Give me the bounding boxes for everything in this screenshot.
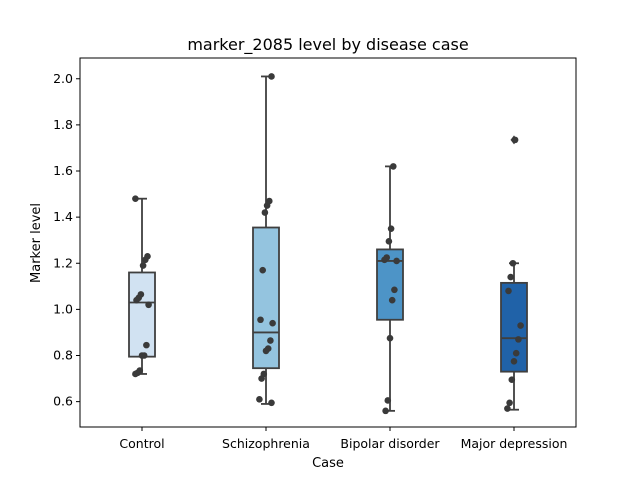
data-point bbox=[381, 256, 388, 264]
data-point bbox=[262, 347, 270, 355]
y-tick-label: 0.6 bbox=[53, 394, 73, 409]
data-point bbox=[386, 334, 394, 342]
data-point bbox=[263, 202, 271, 209]
y-tick-label: 1.4 bbox=[53, 209, 73, 224]
data-point bbox=[139, 262, 147, 269]
data-point bbox=[267, 337, 274, 344]
data-point bbox=[132, 195, 139, 202]
data-point bbox=[268, 73, 275, 80]
plot-area: 0.6 0.8 1.0 1.2 1.4 1.6 1.8 2.0 Control Schizophr… bbox=[53, 57, 577, 451]
x-tick-label: Major depression bbox=[461, 436, 568, 451]
data-point bbox=[268, 399, 275, 407]
data-point bbox=[257, 316, 264, 324]
y-tick-label: 0.8 bbox=[53, 348, 73, 363]
y-tick-label: 1.2 bbox=[53, 255, 73, 270]
data-point bbox=[507, 273, 514, 281]
data-point bbox=[258, 375, 265, 382]
plot-frame bbox=[79, 57, 577, 428]
data-point bbox=[390, 163, 397, 170]
data-point bbox=[385, 238, 393, 245]
data-point bbox=[387, 225, 395, 232]
data-point bbox=[510, 357, 518, 365]
y-tick-label: 1.0 bbox=[53, 301, 73, 316]
data-point bbox=[269, 319, 276, 327]
data-point bbox=[504, 405, 511, 412]
data-point bbox=[388, 296, 396, 304]
data-point bbox=[391, 286, 398, 294]
data-point bbox=[508, 376, 516, 384]
data-point bbox=[132, 370, 139, 378]
data-point bbox=[509, 259, 517, 267]
data-point bbox=[393, 257, 400, 265]
box-schizophrenia bbox=[252, 226, 280, 370]
x-tick-label: Schizophrenia bbox=[222, 436, 310, 451]
data-point bbox=[259, 266, 267, 274]
data-point bbox=[261, 209, 269, 216]
data-point bbox=[133, 296, 140, 304]
y-tick-label: 1.8 bbox=[53, 117, 73, 132]
y-tick-label: 2.0 bbox=[53, 71, 73, 86]
x-tick-label: Bipolar disorder bbox=[340, 436, 440, 451]
data-point bbox=[138, 352, 146, 359]
data-point bbox=[505, 287, 512, 295]
data-point bbox=[142, 256, 149, 264]
y-tick-label: 1.6 bbox=[53, 163, 73, 178]
data-point bbox=[511, 136, 519, 144]
data-point bbox=[145, 301, 152, 309]
data-point bbox=[382, 407, 389, 415]
box-major-depression bbox=[500, 281, 528, 373]
data-point bbox=[517, 322, 524, 329]
chart-title: marker_2085 level by disease case bbox=[187, 35, 468, 55]
data-point bbox=[506, 399, 513, 407]
x-tick-label: Control bbox=[119, 436, 164, 451]
data-point bbox=[512, 349, 520, 357]
data-point bbox=[143, 341, 150, 349]
x-axis-label: Case bbox=[312, 456, 344, 471]
data-point bbox=[256, 396, 263, 403]
y-axis-label: Marker level bbox=[29, 203, 44, 283]
box-control bbox=[128, 271, 156, 358]
data-point bbox=[384, 397, 392, 404]
data-point bbox=[515, 336, 522, 343]
